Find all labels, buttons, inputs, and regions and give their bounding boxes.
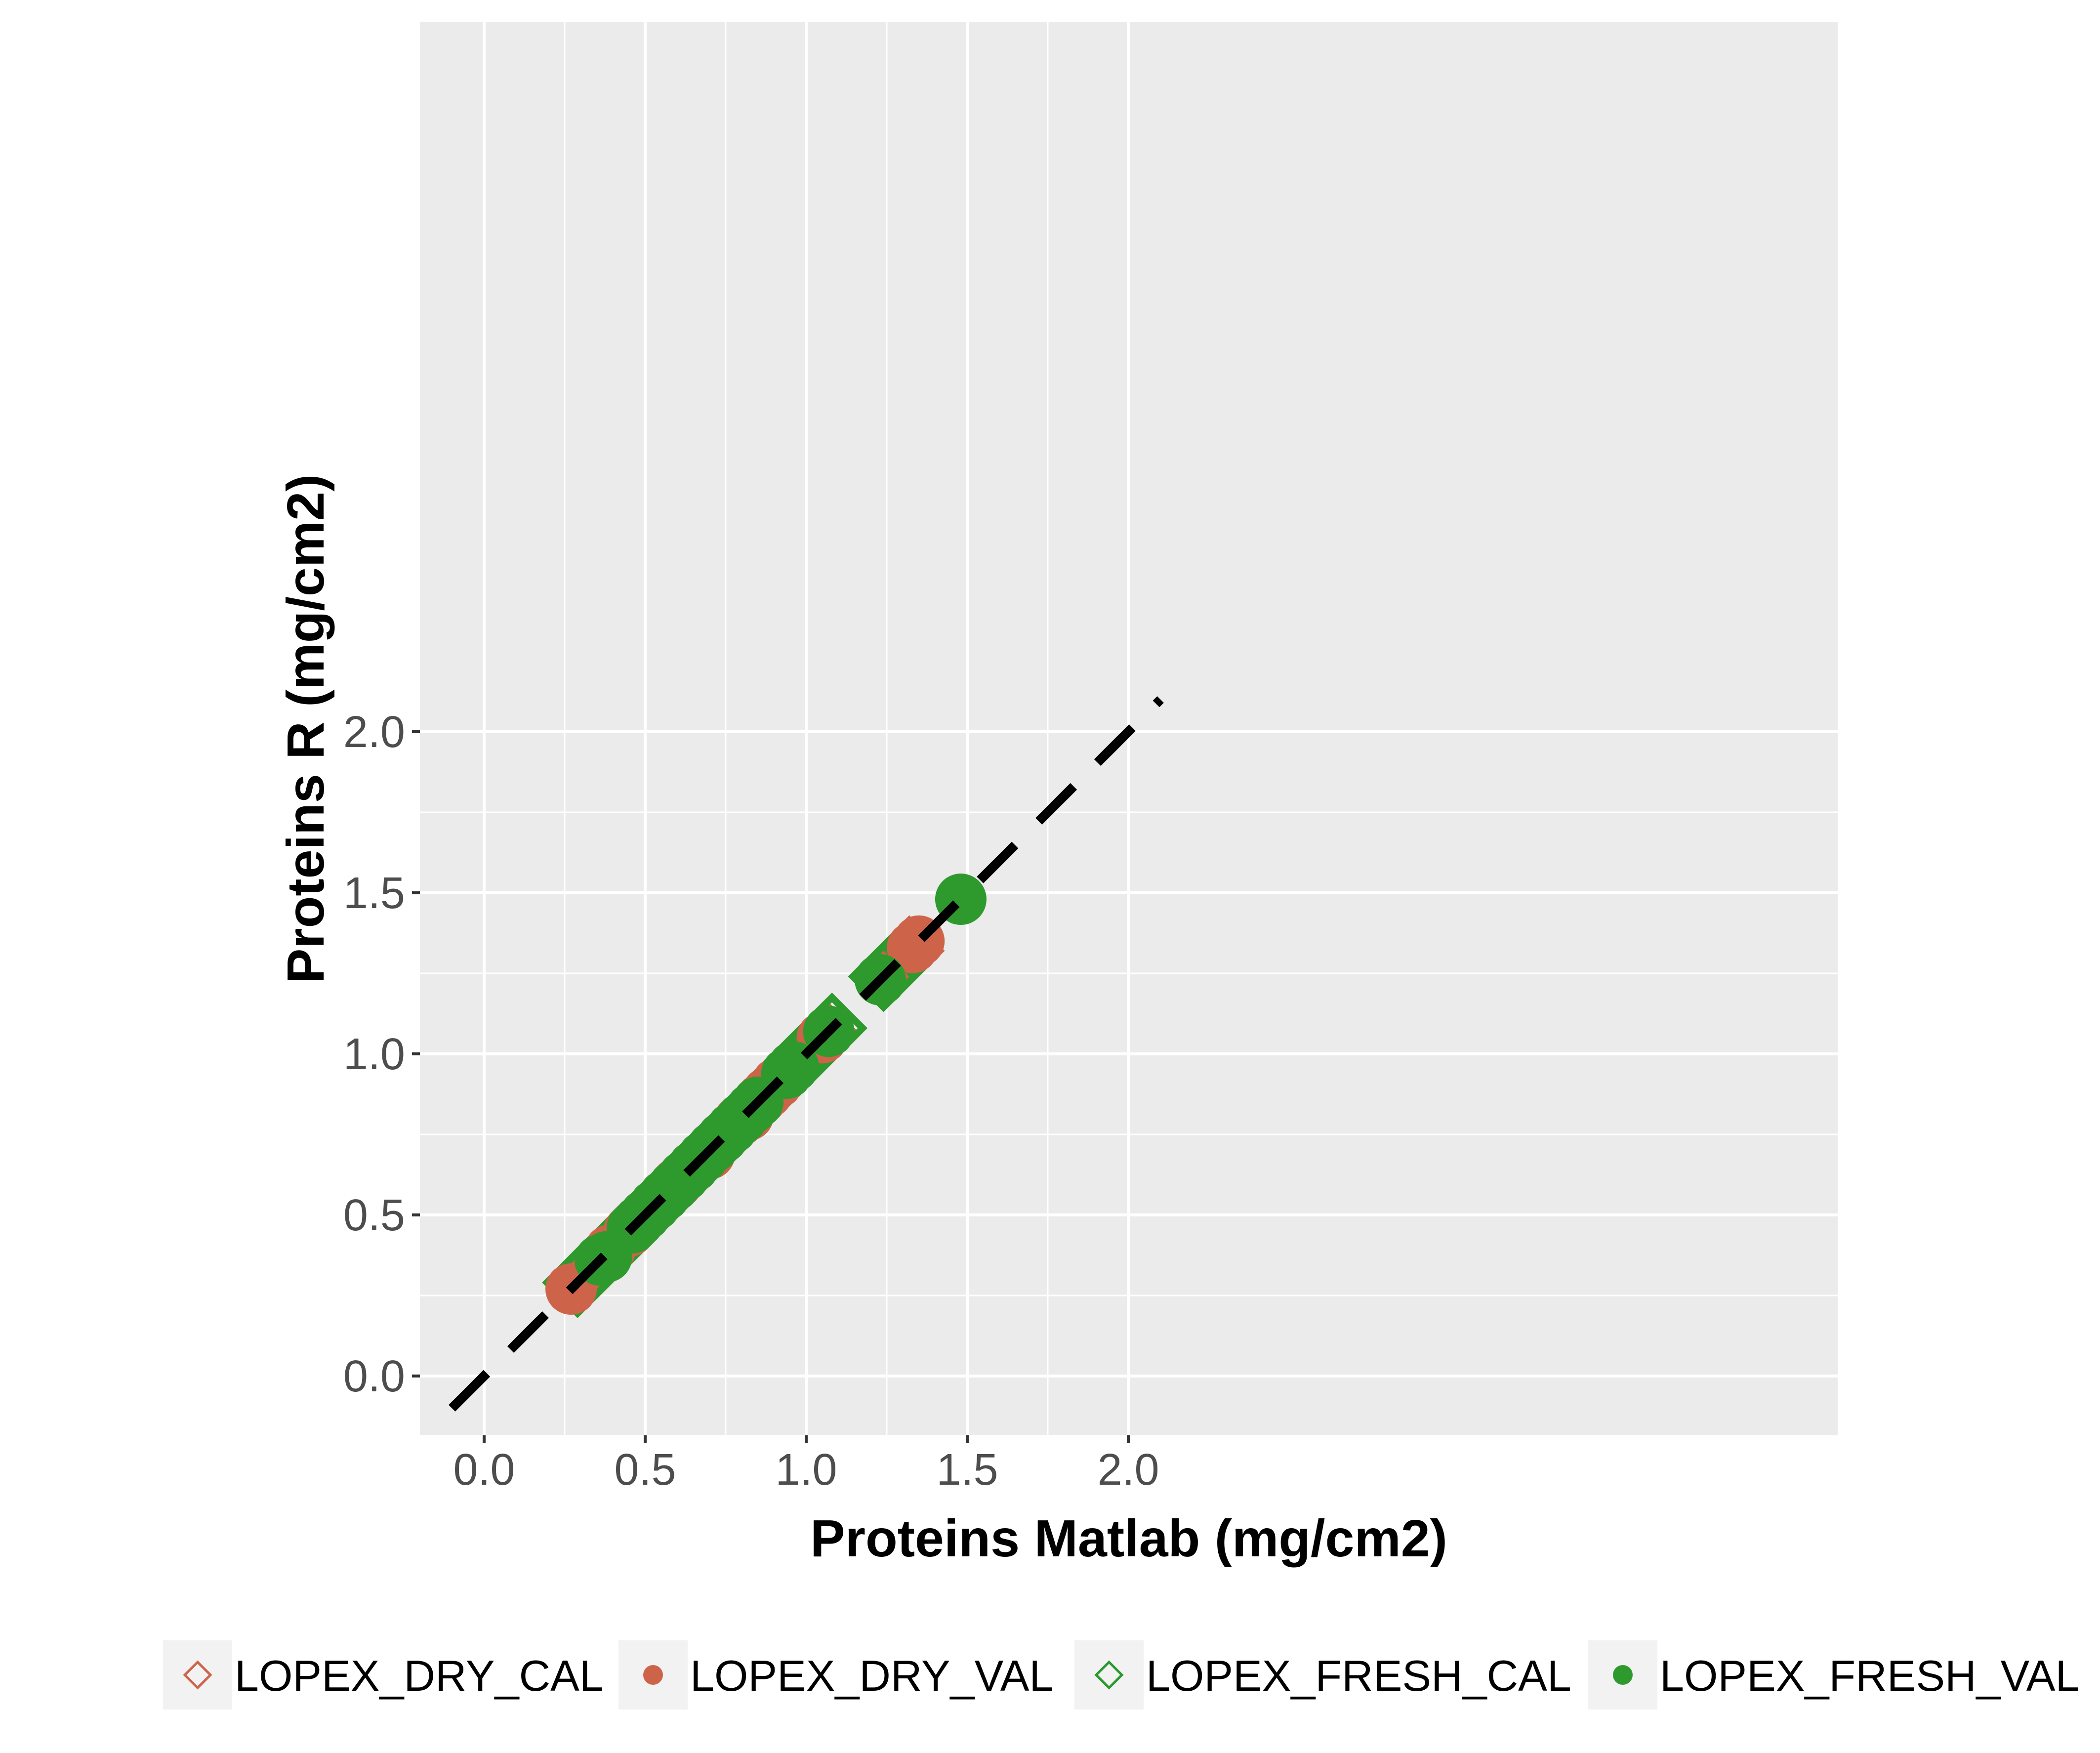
identity-reference-line xyxy=(449,696,1164,1412)
y-tick-label: 0.5 xyxy=(343,1191,405,1240)
x-tick-label: 1.5 xyxy=(936,1445,998,1495)
legend-label: LOPEX_FRESH_CAL xyxy=(1146,1651,1571,1700)
legend-item: LOPEX_DRY_CAL xyxy=(163,1640,604,1710)
legend-item: LOPEX_FRESH_CAL xyxy=(1074,1640,1571,1710)
legend-label: LOPEX_FRESH_VAL xyxy=(1660,1651,2079,1700)
y-tick-label: 0.0 xyxy=(343,1352,405,1401)
y-tick-label: 1.5 xyxy=(343,869,405,918)
identity-line xyxy=(449,696,1164,1412)
legend-key-circle xyxy=(1613,1665,1633,1685)
legend: LOPEX_DRY_CAL LOPEX_DRY_VAL LOPEX_FRESH_CA… xyxy=(163,1640,2079,1710)
legend-key-diamond xyxy=(1094,1660,1124,1690)
x-tick-label: 0.5 xyxy=(614,1445,676,1495)
x-tick-label: 1.0 xyxy=(775,1445,837,1495)
legend-key-background xyxy=(163,1640,232,1710)
x-tick-label: 2.0 xyxy=(1097,1445,1159,1495)
legend-key-diamond xyxy=(183,1660,212,1690)
x-axis-label: Proteins Matlab (mg/cm2) xyxy=(810,1509,1447,1568)
legend-key-background xyxy=(1074,1640,1144,1710)
legend-label: LOPEX_DRY_VAL xyxy=(690,1651,1053,1700)
y-tick-label: 2.0 xyxy=(343,708,405,757)
gridlines xyxy=(420,22,1838,1435)
legend-item: LOPEX_FRESH_VAL xyxy=(1588,1640,2079,1710)
axis-ticks: 0.0 0.5 1.0 1.5 2.0 0.0 0.5 1.0 1.5 2.0 xyxy=(343,708,1159,1495)
legend-item: LOPEX_DRY_VAL xyxy=(618,1640,1053,1710)
legend-key-circle xyxy=(643,1665,663,1685)
y-axis-label: Proteins R (mg/cm2) xyxy=(277,474,335,984)
y-tick-label: 1.0 xyxy=(343,1030,405,1079)
legend-label: LOPEX_DRY_CAL xyxy=(235,1651,604,1700)
x-tick-label: 0.0 xyxy=(453,1445,515,1495)
